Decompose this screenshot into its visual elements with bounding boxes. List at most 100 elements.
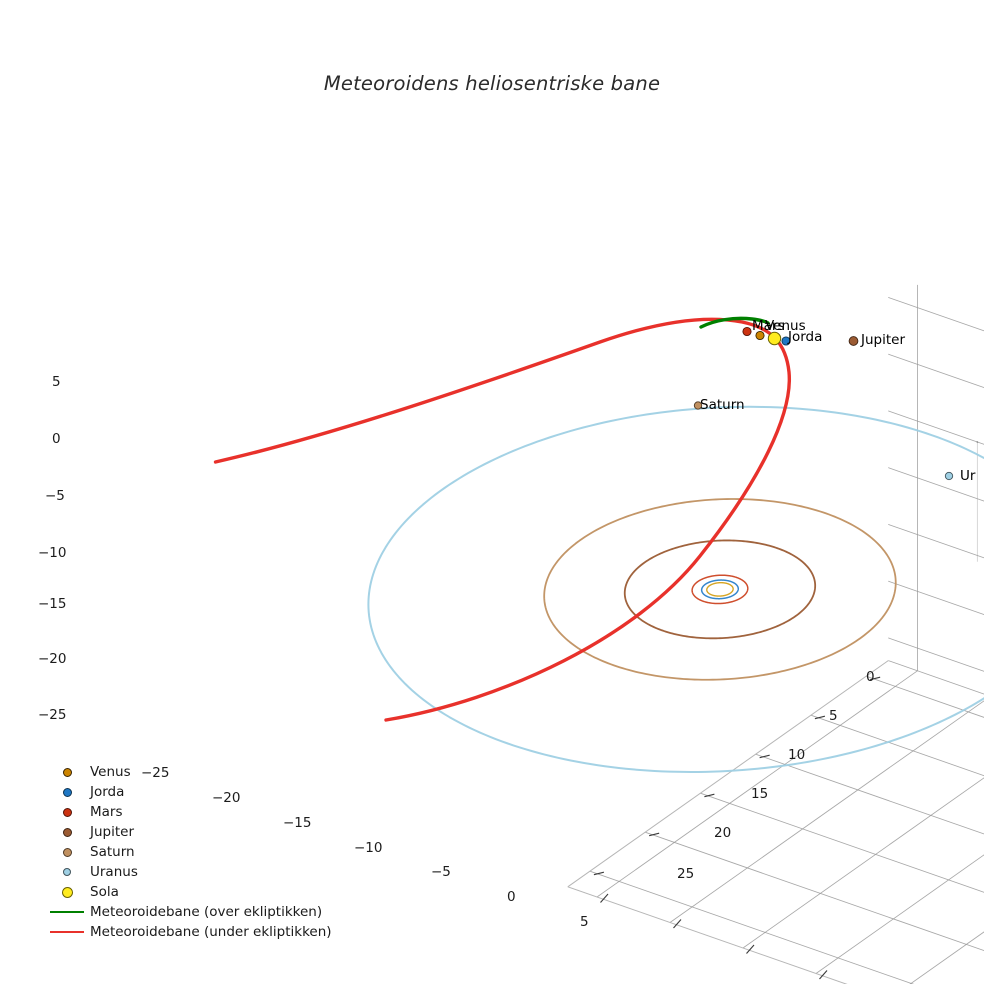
- grid-line-bottom: [810, 714, 984, 777]
- legend-label: Meteoroidebane (over ekliptikken): [90, 904, 323, 920]
- grid-line-bottom: [700, 792, 984, 893]
- x-tick-mark: [819, 970, 828, 980]
- axis-spines: [567, 660, 889, 984]
- z-tick-label-2: −5: [45, 488, 65, 504]
- legend-item-venus[interactable]: Venus: [44, 762, 344, 782]
- grid-line-left-wall: [888, 523, 984, 559]
- grid-line-left-wall: [888, 296, 984, 332]
- orbit-paths: [367, 405, 984, 773]
- meteoroid-path-above-ecliptic: [699, 316, 770, 329]
- legend-item-saturn[interactable]: Saturn: [44, 842, 344, 862]
- y-tick-mark: [870, 676, 881, 681]
- y-tick-mark: [649, 832, 660, 837]
- body-label-mars: Mars: [752, 318, 785, 334]
- x-tick-label-6: 5: [580, 914, 589, 930]
- y-tick-label-1: 5: [829, 708, 838, 724]
- grid-line-left-wall: [888, 467, 984, 502]
- x-tick-label-4: −5: [431, 864, 451, 880]
- x-tick-label-0: −25: [141, 765, 170, 781]
- meteoroid-path-below-ecliptic: [213, 317, 792, 722]
- y-tick-label-2: 10: [788, 747, 806, 763]
- legend-item-jupiter[interactable]: Jupiter: [44, 822, 344, 842]
- y-tick-label-4: 20: [714, 825, 732, 841]
- grid-line-bottom: [669, 700, 984, 923]
- meteoroid-trajectory: [213, 316, 792, 722]
- y-tick-mark: [759, 754, 770, 759]
- grid-line-bottom: [815, 854, 984, 974]
- x-tick-mark: [600, 893, 609, 903]
- legend-item-line-1[interactable]: Meteoroidebane (under ekliptikken): [44, 922, 344, 942]
- grid-line-left-wall: [888, 580, 984, 616]
- body-label-jupiter: Jupiter: [861, 332, 906, 348]
- z-tick-label-5: −20: [38, 651, 67, 667]
- legend-label: Uranus: [90, 864, 138, 880]
- grid-line-left-wall: [888, 353, 984, 389]
- x-tick-label-2: −15: [283, 815, 312, 831]
- body-marker-jorda: [781, 336, 791, 346]
- legend-label: Jupiter: [90, 824, 135, 840]
- z-tick-label-4: −15: [38, 596, 67, 612]
- grid-line-bottom: [866, 675, 984, 718]
- z-tick-label-1: 0: [52, 431, 61, 447]
- page-title: Meteoroidens heliosentriske bane: [323, 72, 661, 95]
- body-markers: [693, 326, 954, 481]
- grid-line-bottom: [755, 753, 984, 835]
- body-marker-mars: [742, 326, 752, 337]
- legend-marker-jorda-icon: [44, 787, 90, 797]
- grid-line-bottom: [909, 931, 984, 984]
- legend-marker-uranus-icon: [44, 868, 90, 876]
- legend-label: Saturn: [90, 844, 135, 860]
- legend-marker-jupiter-icon: [44, 827, 90, 837]
- stem-cap: [976, 441, 979, 443]
- x-tick-mark: [673, 919, 682, 929]
- legend-marker-mars-icon: [44, 807, 90, 817]
- x-axis-spine: [567, 886, 848, 984]
- body-marker-uranus: [944, 471, 954, 481]
- z-tick-label-0: 5: [52, 374, 61, 390]
- y-tick-label-0: 0: [866, 669, 875, 685]
- orbit-saturn: [543, 498, 897, 681]
- legend-label: Venus: [90, 764, 131, 780]
- axes-grid: [589, 284, 984, 984]
- legend-label: Mars: [90, 804, 123, 820]
- orbit-uranus: [367, 405, 984, 773]
- y-tick-mark: [814, 715, 826, 720]
- x-tick-label-1: −20: [212, 790, 241, 806]
- body-marker-jupiter: [848, 336, 859, 346]
- orbit-jupiter: [623, 539, 817, 640]
- y-tick-mark: [593, 871, 605, 876]
- legend-item-sola[interactable]: Sola: [44, 882, 344, 902]
- legend-label: Meteoroidebane (under ekliptikken): [90, 924, 332, 940]
- body-marker-saturn: [693, 401, 703, 410]
- orbit-jorda: [700, 579, 740, 600]
- legend-marker-saturn-icon: [44, 847, 90, 857]
- legend-item-mars[interactable]: Mars: [44, 802, 344, 822]
- body-label-jorda: Jorda: [788, 329, 823, 345]
- grid-line-bottom: [645, 831, 984, 952]
- grid-line-bottom: [742, 777, 984, 949]
- stem-lines: [976, 441, 979, 562]
- z-tick-label-6: −25: [38, 707, 67, 723]
- legend-marker-sola-icon: [44, 886, 90, 898]
- legend-item-line-0[interactable]: Meteoroidebane (over ekliptikken): [44, 902, 344, 922]
- body-label-venus: Venus: [765, 318, 806, 334]
- body-label-saturn: Saturn: [700, 397, 745, 413]
- legend-item-jorda[interactable]: Jorda: [44, 782, 344, 802]
- grid-line-bottom: [888, 660, 984, 695]
- grid-line-left-wall: [888, 410, 984, 445]
- orbit-mars: [691, 574, 749, 605]
- grid-line-bottom: [589, 870, 915, 984]
- y-axis-spine: [567, 660, 889, 888]
- z-tick-label-3: −10: [38, 545, 67, 561]
- legend-marker-venus-icon: [44, 767, 90, 777]
- y-tick-label-3: 15: [751, 786, 769, 802]
- legend-line-swatch-icon: [44, 931, 90, 933]
- grid-line-left-wall: [888, 637, 984, 672]
- x-tick-mark: [746, 944, 755, 954]
- legend-label: Sola: [90, 884, 119, 900]
- x-tick-label-3: −10: [354, 840, 383, 856]
- orbit-venus: [706, 581, 734, 597]
- legend-item-uranus[interactable]: Uranus: [44, 862, 344, 882]
